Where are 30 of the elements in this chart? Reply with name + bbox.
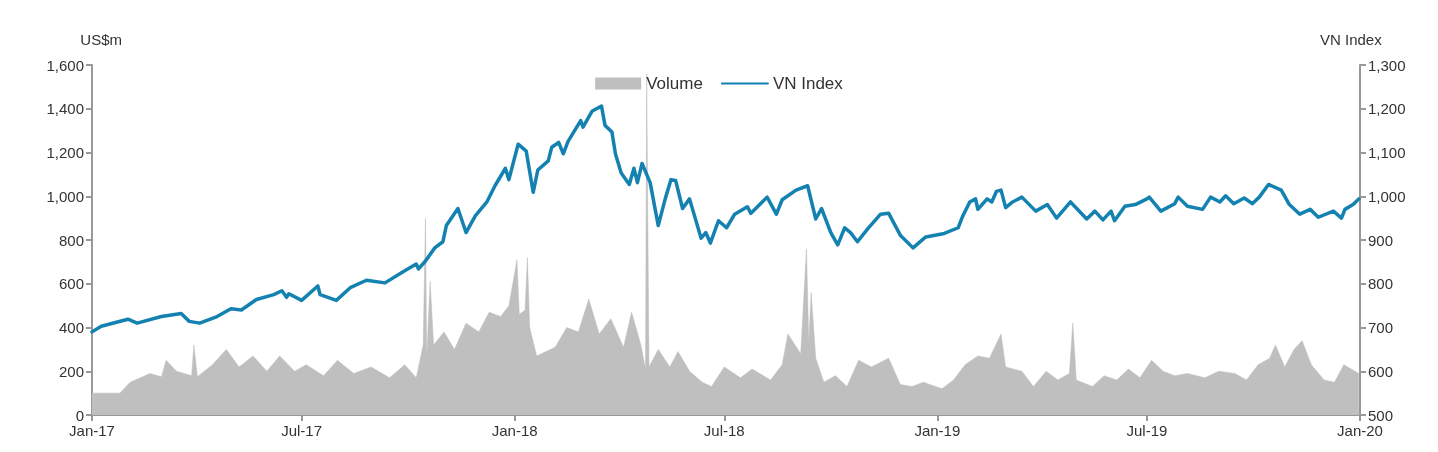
x-tick-label: Jan-20 <box>1337 422 1383 439</box>
y2-tick-label: 500 <box>1368 406 1394 424</box>
y-tick-label: 800 <box>58 231 84 249</box>
y2-tick-label: 900 <box>1368 231 1394 249</box>
y2-tick-label: 1,100 <box>1368 144 1406 161</box>
y-tick-label: 600 <box>58 275 84 293</box>
y2-tick-label: 600 <box>1368 362 1394 380</box>
y2-tick-label: 800 <box>1368 275 1394 293</box>
x-tick-label: Jan-18 <box>491 422 538 439</box>
y2-tick-label: 1,000 <box>1368 187 1406 205</box>
legend-label: Volume <box>646 74 703 93</box>
y-tick-label: 1,200 <box>46 144 84 161</box>
y-axis-title: US$m <box>80 31 122 48</box>
x-tick-label: Jan-17 <box>69 422 115 439</box>
y2-tick-label: 1,200 <box>1368 100 1406 118</box>
line-series <box>90 104 1361 334</box>
y-tick-label: 1,400 <box>46 100 84 118</box>
legend-label: VN Index <box>772 74 844 93</box>
x-tick-label: Jul-19 <box>1126 422 1168 439</box>
y-tick-label: 1,600 <box>46 56 84 74</box>
y2-tick-label: 1,300 <box>1368 56 1406 74</box>
y-tick-label: 400 <box>58 319 84 336</box>
y2-axis-title: VN Index <box>1320 31 1383 48</box>
y-tick-label: 1,000 <box>46 187 84 205</box>
x-tick-label: Jul-18 <box>703 422 745 439</box>
y2-tick-label: 700 <box>1368 319 1394 336</box>
x-tick-label: Jan-19 <box>914 422 961 439</box>
y-tick-label: 200 <box>58 362 84 380</box>
y-tick-label: 0 <box>75 406 84 424</box>
x-tick-label: Jul-17 <box>281 422 323 439</box>
